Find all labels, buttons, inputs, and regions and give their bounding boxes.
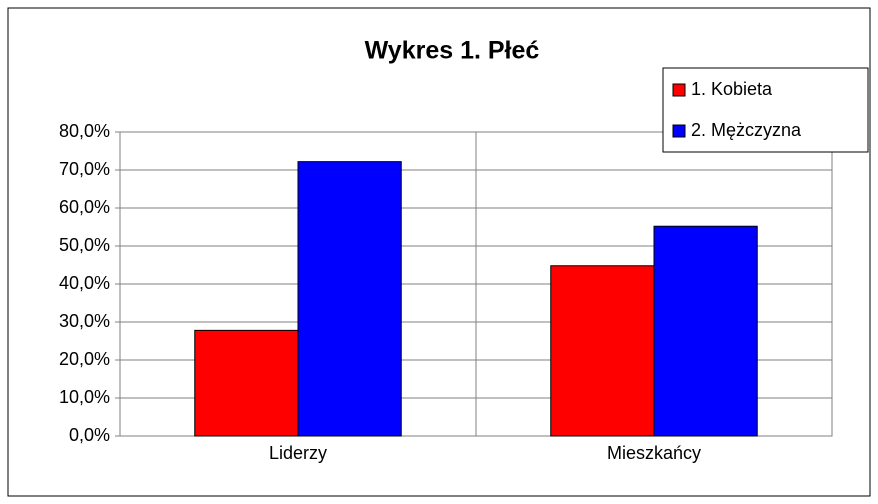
chart-title: Wykres 1. Płeć (365, 37, 540, 65)
legend-box (662, 67, 869, 153)
y-tick-label: 80,0% (59, 121, 110, 141)
y-tick-label: 50,0% (59, 235, 110, 255)
y-tick-label: 10,0% (59, 387, 110, 407)
y-tick-label: 0,0% (69, 425, 110, 445)
y-tick-label: 20,0% (59, 349, 110, 369)
bar (653, 225, 758, 437)
y-tick-label: 40,0% (59, 273, 110, 293)
y-tick-label: 60,0% (59, 197, 110, 217)
bar (297, 161, 402, 437)
x-tick-label: Liderzy (269, 443, 327, 463)
legend-swatch (672, 83, 686, 97)
legend-label: 1. Kobieta (691, 79, 773, 99)
y-tick-label: 70,0% (59, 159, 110, 179)
legend-label: 2. Mężczyzna (691, 120, 802, 140)
bar (550, 265, 655, 437)
x-tick-label: Mieszkańcy (607, 443, 701, 463)
legend-swatch (672, 124, 686, 138)
y-tick-label: 30,0% (59, 311, 110, 331)
bar (194, 329, 299, 437)
